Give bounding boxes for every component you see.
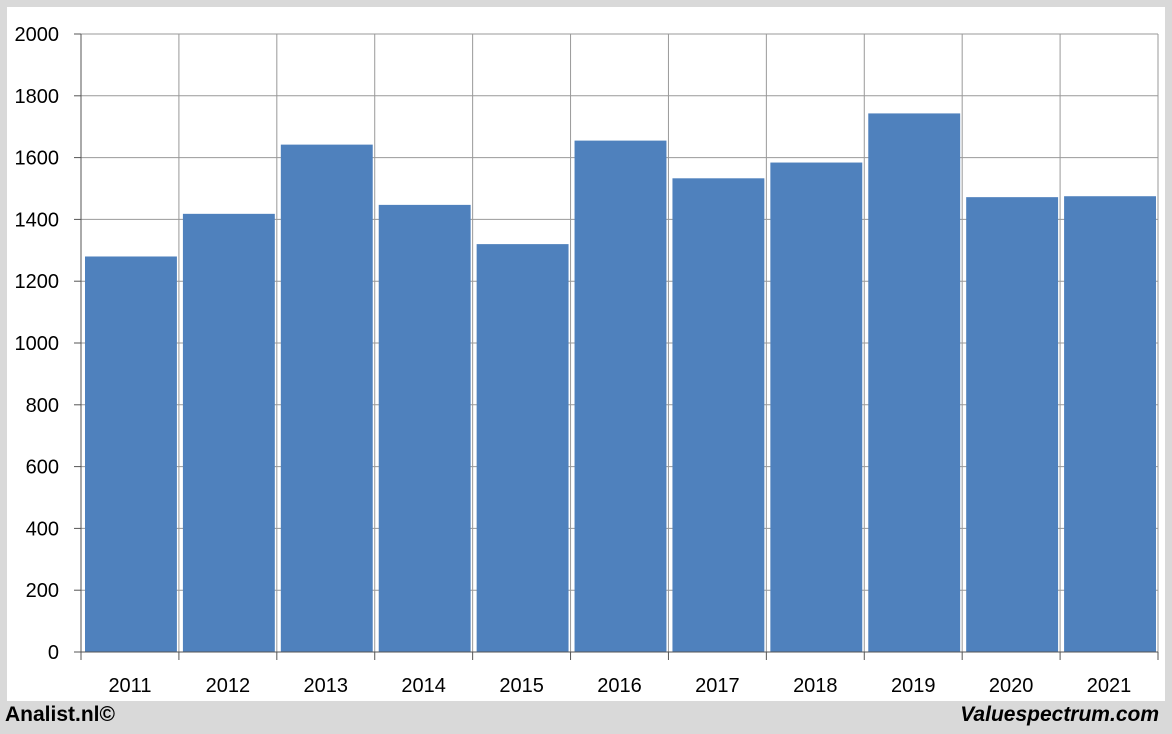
footer-source-label: Analist.nl© (5, 703, 115, 726)
y-tick-label: 200 (26, 580, 59, 602)
bar-2012 (182, 213, 275, 652)
x-tick-label: 2021 (1087, 675, 1132, 697)
bar-2016 (574, 140, 667, 653)
bar-2019 (868, 113, 961, 652)
axis-layer (74, 33, 1159, 660)
bar-2017 (672, 178, 765, 653)
x-tick-label: 2020 (989, 675, 1034, 697)
y-tick-label: 1400 (15, 209, 60, 231)
y-tick-label: 1200 (15, 271, 60, 293)
x-tick-label: 2013 (304, 675, 349, 697)
bar-2013 (280, 144, 373, 652)
x-tick-label: 2016 (597, 675, 642, 697)
x-tick-label: 2018 (793, 675, 838, 697)
bar-2018 (770, 162, 863, 652)
footer-brand-label: Valuespectrum.com (960, 703, 1159, 726)
bar-2021 (1064, 196, 1156, 652)
x-tick-label: 2011 (108, 675, 151, 697)
y-tick-label: 2000 (15, 24, 60, 46)
x-tick-label: 2012 (206, 675, 251, 697)
bar-2020 (966, 197, 1059, 653)
y-tick-label: 400 (26, 518, 59, 540)
x-tick-label: 2014 (401, 675, 446, 697)
y-tick-label: 1600 (15, 148, 60, 170)
x-tick-label: 2019 (891, 675, 936, 697)
y-tick-label: 800 (26, 395, 59, 417)
bar-layer (85, 113, 1156, 653)
y-tick-label: 1000 (15, 333, 60, 355)
y-tick-label: 600 (26, 457, 59, 479)
y-tick-label: 0 (48, 642, 59, 664)
bar-2011 (85, 256, 177, 652)
x-tick-label: 2017 (695, 675, 740, 697)
y-tick-label: 1800 (15, 86, 60, 108)
x-tick-label: 2015 (499, 675, 544, 697)
bar-2014 (378, 204, 471, 652)
label-layer: 0 200 400 600 800 1000 1200 1400 1600 1800 2000 201… (15, 24, 1132, 697)
bar-2015 (476, 244, 569, 652)
